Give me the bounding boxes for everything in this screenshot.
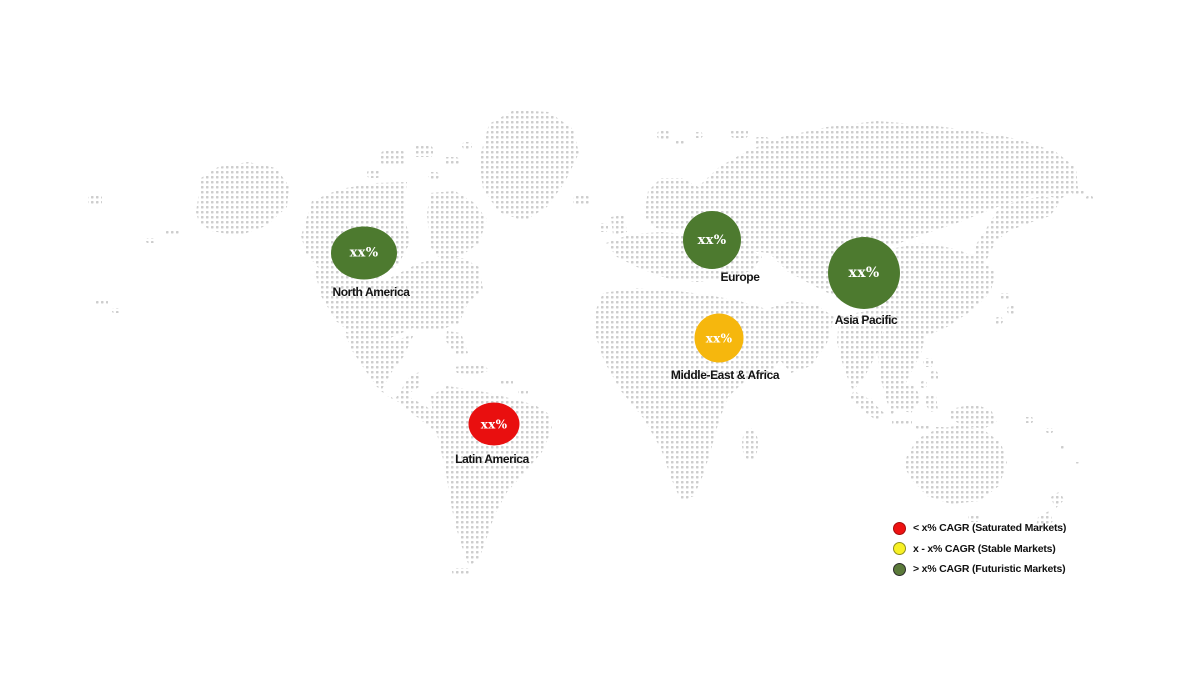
region-bubble-asia-pacific[interactable]: xx% (828, 237, 900, 309)
region-value-north-america: xx% (349, 245, 379, 261)
region-value-asia-pacific: xx% (848, 265, 880, 281)
region-bubble-europe[interactable]: xx% (683, 211, 741, 269)
cagr-legend: < x% CAGR (Saturated Markets) x - x% CAG… (893, 518, 1066, 580)
region-label-north-america: North America (332, 285, 410, 299)
region-label-latin-america: Latin America (455, 452, 529, 466)
legend-label-futuristic: > x% CAGR (Futuristic Markets) (913, 563, 1066, 576)
region-label-asia-pacific: Asia Pacific (834, 313, 898, 327)
legend-item-stable: x - x% CAGR (Stable Markets) (893, 539, 1066, 560)
legend-item-saturated: < x% CAGR (Saturated Markets) (893, 518, 1066, 539)
legend-marker-futuristic-icon (893, 562, 906, 576)
legend-item-futuristic: > x% CAGR (Futuristic Markets) (893, 559, 1066, 580)
legend-marker-saturated-icon (893, 521, 906, 535)
region-value-latin-america: xx% (480, 417, 508, 431)
legend-marker-stable-icon (893, 542, 906, 556)
region-value-europe: xx% (697, 232, 727, 248)
legend-label-stable: x - x% CAGR (Stable Markets) (913, 542, 1056, 555)
region-bubble-north-america[interactable]: xx% (331, 226, 397, 280)
legend-label-saturated: < x% CAGR (Saturated Markets) (913, 522, 1067, 535)
island-greenland (479, 110, 590, 221)
continent-australia (904, 425, 1064, 532)
region-label-middle-east-africa: Middle-East & Africa (670, 368, 780, 382)
region-bubble-latin-america[interactable]: xx% (468, 402, 520, 446)
continent-africa (595, 288, 783, 501)
region-value-middle-east-africa: xx% (705, 331, 733, 345)
region-bubble-middle-east-africa[interactable]: xx% (694, 313, 744, 363)
continent-south-america (431, 386, 552, 575)
region-label-europe: Europe (720, 270, 760, 284)
